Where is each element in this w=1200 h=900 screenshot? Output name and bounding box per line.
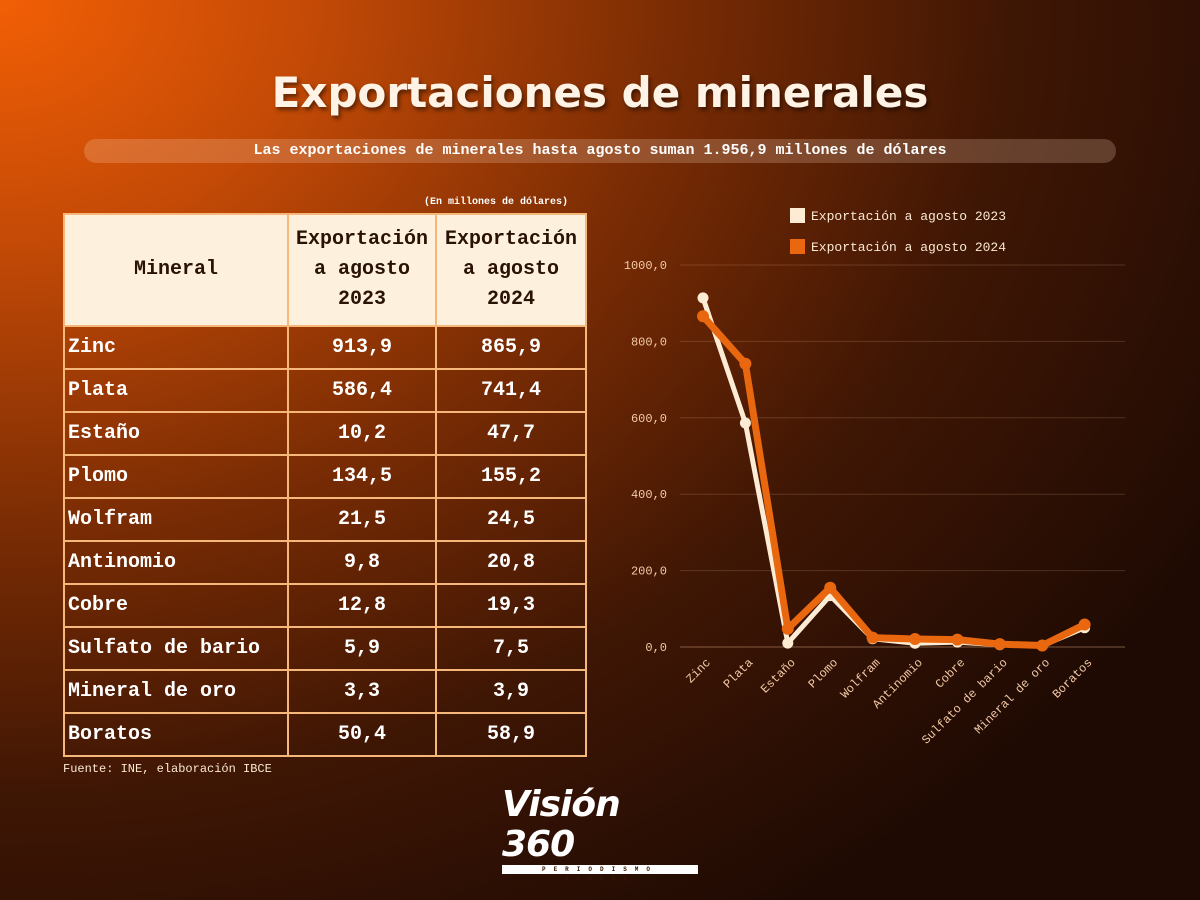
value-2024-cell: 47,7 — [435, 411, 587, 456]
value-2024-cell: 155,2 — [435, 454, 587, 499]
mineral-cell: Antinomio — [63, 540, 289, 585]
y-tick-label: 1000,0 — [624, 259, 667, 273]
source-note: Fuente: INE, elaboración IBCE — [63, 762, 272, 776]
table-row: Plomo 134,5 155,2 — [63, 454, 587, 499]
mineral-cell: Plata — [63, 368, 289, 413]
exports-table: Mineral Exportación a agosto 2023 Export… — [63, 213, 587, 757]
value-2024-cell: 741,4 — [435, 368, 587, 413]
logo-name: Visión 360 — [502, 784, 621, 865]
x-tick-label: Boratos — [1050, 656, 1096, 702]
data-point-2024 — [1078, 618, 1091, 631]
value-2023-cell: 586,4 — [287, 368, 437, 413]
table-row: Sulfato de bario 5,9 7,5 — [63, 626, 587, 671]
x-tick-label: Estaño — [758, 656, 798, 696]
table-row: Wolfram 21,5 24,5 — [63, 497, 587, 542]
data-point-2024 — [909, 633, 921, 646]
value-2023-cell: 134,5 — [287, 454, 437, 499]
legend-swatch-2023 — [790, 208, 805, 223]
table-row: Mineral de oro 3,3 3,9 — [63, 669, 587, 714]
header-2024: Exportación a agosto 2024 — [435, 213, 587, 327]
mineral-cell: Cobre — [63, 583, 289, 628]
y-tick-label: 400,0 — [631, 488, 667, 502]
mineral-cell: Mineral de oro — [63, 669, 289, 714]
value-2023-cell: 21,5 — [287, 497, 437, 542]
vision360-logo: Visión 360 PERIODISMO GLOBAL — [502, 784, 702, 882]
x-tick-label: Cobre — [933, 656, 968, 691]
mineral-cell: Plomo — [63, 454, 289, 499]
x-tick-label: Zinc — [684, 656, 714, 686]
value-2024-cell: 3,9 — [435, 669, 587, 714]
data-point-2024 — [739, 357, 752, 370]
mineral-cell: Zinc — [63, 325, 289, 370]
table-row: Plata 586,4 741,4 — [63, 368, 587, 413]
value-2023-cell: 10,2 — [287, 411, 437, 456]
value-2024-cell: 58,9 — [435, 712, 587, 757]
y-tick-label: 600,0 — [631, 412, 667, 426]
data-point-2023 — [782, 637, 794, 649]
data-point-2023 — [739, 417, 751, 429]
value-2024-cell: 19,3 — [435, 583, 587, 628]
value-2024-cell: 20,8 — [435, 540, 587, 585]
value-2023-cell: 9,8 — [287, 540, 437, 585]
mineral-cell: Boratos — [63, 712, 289, 757]
x-tick-label: Plata — [721, 656, 756, 691]
page-title: Exportaciones de minerales — [271, 68, 929, 117]
mineral-cell: Wolfram — [63, 497, 289, 542]
data-point-2024 — [824, 581, 837, 594]
y-tick-label: 800,0 — [631, 335, 667, 349]
value-2023-cell: 5,9 — [287, 626, 437, 671]
table-row: Cobre 12,8 19,3 — [63, 583, 587, 628]
series-line-2024 — [700, 313, 1087, 650]
value-2024-cell: 24,5 — [435, 497, 587, 542]
value-2023-cell: 50,4 — [287, 712, 437, 757]
legend-2024: Exportación a agosto 2024 — [790, 239, 1006, 255]
data-point-2024 — [1036, 639, 1049, 652]
y-tick-label: 200,0 — [631, 565, 667, 579]
value-2024-cell: 865,9 — [435, 325, 587, 370]
header-mineral: Mineral — [63, 213, 289, 327]
unit-note: (En millones de dólares) — [424, 197, 569, 208]
table-row: Zinc 913,9 865,9 — [63, 325, 587, 370]
legend-swatch-2024 — [790, 239, 805, 254]
value-2023-cell: 3,3 — [287, 669, 437, 714]
data-point-2024 — [951, 633, 964, 646]
table-row: Estaño 10,2 47,7 — [63, 411, 587, 456]
data-point-2024 — [781, 622, 794, 635]
value-2023-cell: 913,9 — [287, 325, 437, 370]
y-tick-label: 0,0 — [645, 641, 667, 655]
logo-tagline: PERIODISMO GLOBAL — [502, 865, 698, 882]
legend-label-2024: Exportación a agosto 2024 — [811, 240, 1007, 255]
subtitle-banner: Las exportaciones de minerales hasta ago… — [84, 139, 1116, 163]
mineral-cell: Sulfato de bario — [63, 626, 289, 671]
header-2023: Exportación a agosto 2023 — [287, 213, 437, 327]
x-tick-label: Plomo — [806, 656, 841, 691]
legend-label-2023: Exportación a agosto 2023 — [811, 209, 1007, 224]
data-point-2023 — [697, 292, 709, 304]
table-row: Antinomio 9,8 20,8 — [63, 540, 587, 585]
mineral-cell: Estaño — [63, 411, 289, 456]
table-row: Boratos 50,4 58,9 — [63, 712, 587, 757]
x-tick-label: Mineral de oro — [972, 656, 1053, 737]
value-2024-cell: 7,5 — [435, 626, 587, 671]
value-2023-cell: 12,8 — [287, 583, 437, 628]
legend-2023: Exportación a agosto 2023 — [790, 208, 1006, 224]
data-point-2024 — [993, 638, 1006, 651]
data-point-2024 — [866, 631, 879, 644]
data-point-2024 — [697, 310, 709, 323]
